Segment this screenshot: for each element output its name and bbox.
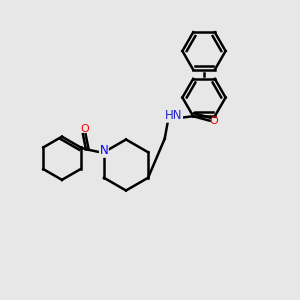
Text: O: O bbox=[209, 116, 218, 126]
Text: O: O bbox=[80, 124, 89, 134]
Text: N: N bbox=[100, 144, 108, 157]
Text: HN: HN bbox=[165, 109, 182, 122]
